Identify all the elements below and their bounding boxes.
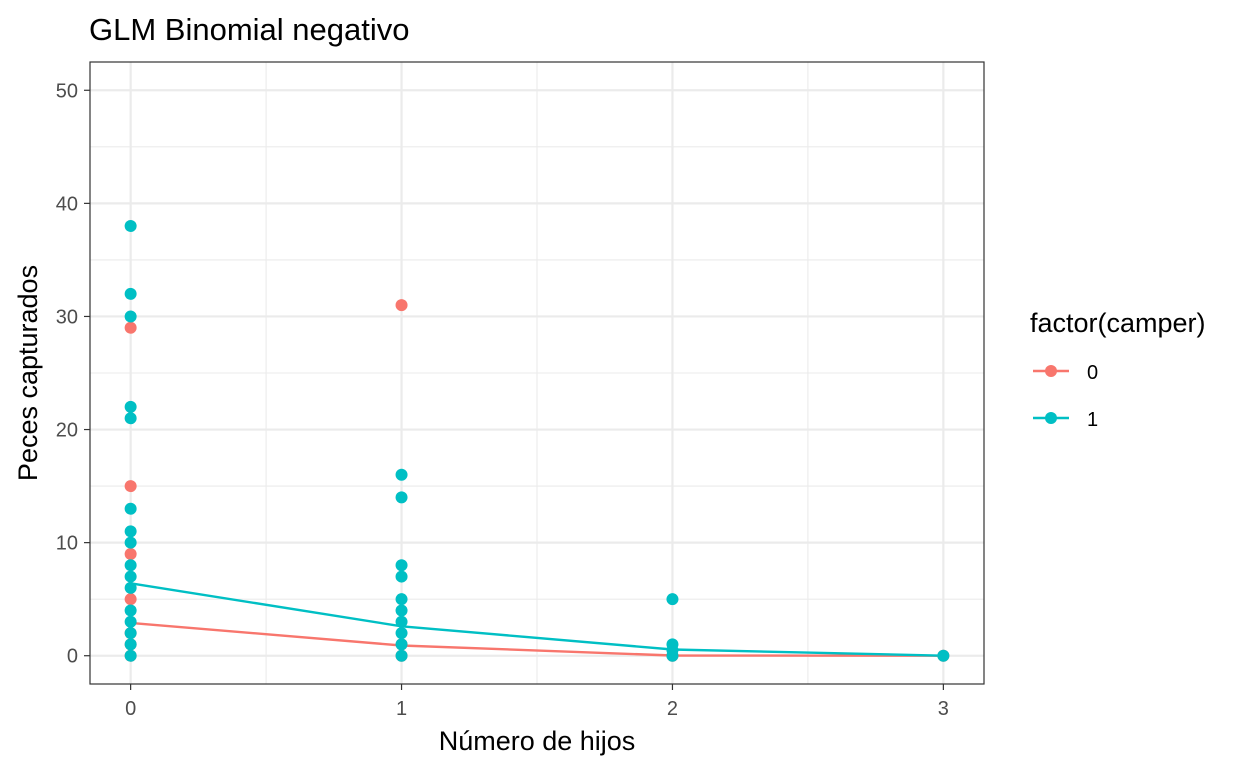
data-point-camper-1	[124, 287, 137, 300]
data-point-camper-0	[124, 321, 137, 334]
data-point-camper-1	[395, 627, 408, 640]
y-axis: 0 10 20 30 40 50	[56, 80, 90, 668]
data-point-camper-1	[395, 638, 408, 651]
data-point-camper-1	[124, 536, 137, 549]
data-point-camper-1	[124, 310, 137, 323]
x-tick-label: 1	[396, 698, 407, 720]
plot-panel	[89, 61, 985, 685]
y-tick-label: 20	[56, 420, 78, 442]
data-point-camper-1	[124, 400, 137, 413]
x-axis-title: Número de hijos	[439, 726, 636, 756]
fitted-line-camper-0	[130, 621, 944, 657]
data-point-camper-1	[124, 219, 137, 232]
data-point-camper-1	[124, 627, 137, 640]
data-point-camper-1	[124, 502, 137, 515]
chart-title: GLM Binomial negativo	[89, 12, 410, 47]
legend: factor(camper) 01	[1030, 308, 1206, 431]
x-tick-label: 0	[125, 698, 136, 720]
data-point-camper-0	[124, 480, 137, 493]
y-tick-label: 30	[56, 306, 78, 328]
data-point-camper-1	[937, 649, 950, 662]
legend-title: factor(camper)	[1030, 308, 1206, 338]
data-point-camper-0	[124, 593, 137, 606]
x-axis: 0 1 2 3	[125, 684, 949, 720]
data-point-camper-1	[124, 525, 137, 538]
minor-gridlines	[90, 62, 984, 684]
legend-items: 01	[1033, 362, 1098, 431]
data-point-camper-1	[124, 615, 137, 628]
x-tick-label: 2	[667, 698, 678, 720]
data-point-camper-1	[124, 559, 137, 572]
data-point-camper-1	[124, 649, 137, 662]
data-point-camper-1	[395, 604, 408, 617]
data-point-camper-1	[124, 638, 137, 651]
data-point-camper-0	[395, 299, 408, 312]
data-point-camper-1	[124, 570, 137, 583]
fitted-lines	[130, 582, 944, 657]
legend-label-camper-0: 0	[1087, 362, 1098, 384]
y-tick-label: 40	[56, 193, 78, 215]
y-axis-title: Peces capturados	[13, 265, 43, 481]
data-point-camper-1	[395, 649, 408, 662]
legend-marker-camper-0	[1045, 365, 1057, 377]
legend-label-camper-1: 1	[1087, 409, 1098, 431]
data-point-camper-1	[124, 604, 137, 617]
y-tick-label: 0	[67, 646, 78, 668]
y-tick-label: 10	[56, 533, 78, 555]
fitted-line-camper-1	[130, 582, 944, 657]
data-point-camper-1	[395, 570, 408, 583]
data-point-camper-1	[395, 615, 408, 628]
data-point-camper-1	[666, 649, 679, 662]
panel-border	[89, 61, 985, 685]
legend-marker-camper-1	[1045, 412, 1057, 424]
y-tick-label: 50	[56, 80, 78, 102]
data-point-camper-1	[395, 491, 408, 504]
data-point-camper-1	[666, 593, 679, 606]
data-point-camper-1	[395, 468, 408, 481]
data-point-camper-0	[124, 547, 137, 560]
data-point-camper-1	[124, 581, 137, 594]
data-point-camper-1	[395, 593, 408, 606]
data-point-camper-1	[395, 559, 408, 572]
data-point-camper-1	[124, 412, 137, 425]
x-tick-label: 3	[938, 698, 949, 720]
data-points	[124, 219, 950, 662]
